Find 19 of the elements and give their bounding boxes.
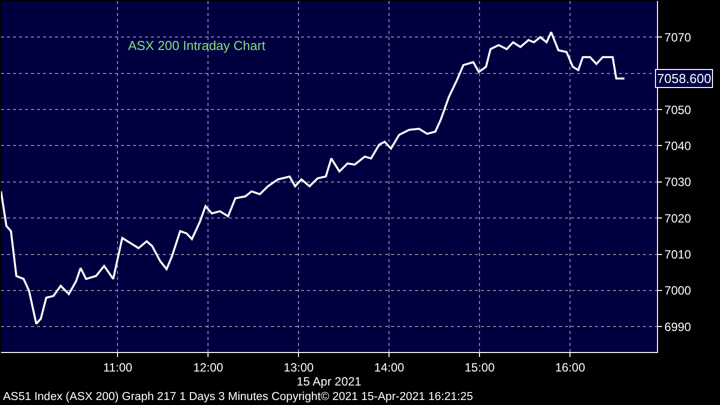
y-tick-label: 7020	[664, 211, 692, 226]
y-tick-label: 7000	[664, 284, 692, 298]
annotation: 7058.600	[657, 71, 712, 86]
y-tick-label: 7040	[664, 138, 692, 153]
annotation: ASX 200 Intraday Chart	[128, 38, 266, 53]
x-axis-title: 15 Apr 2021	[296, 374, 362, 388]
y-tick-label: 7070	[664, 30, 692, 44]
y-tick-label: 7010	[664, 248, 692, 262]
y-tick-label: 6990	[664, 320, 692, 334]
y-tick-label: 7030	[664, 175, 692, 190]
x-tick-label: 16:00	[555, 360, 586, 374]
line-series	[1, 31, 626, 325]
x-tick-label: 12:00	[193, 360, 224, 374]
x-tick-label: 14:00	[374, 360, 405, 374]
x-tick-label: 15:00	[464, 360, 495, 374]
y-tick-label: 7050	[664, 102, 692, 117]
x-tick-label: 13:00	[284, 360, 314, 374]
x-tick-label: 11:00	[103, 360, 133, 374]
text: AS51 Index (ASX 200) Graph 217 1 Days 3 Minutes Copyright© 2021 15-Apr-2021 16:21:25	[3, 391, 474, 403]
